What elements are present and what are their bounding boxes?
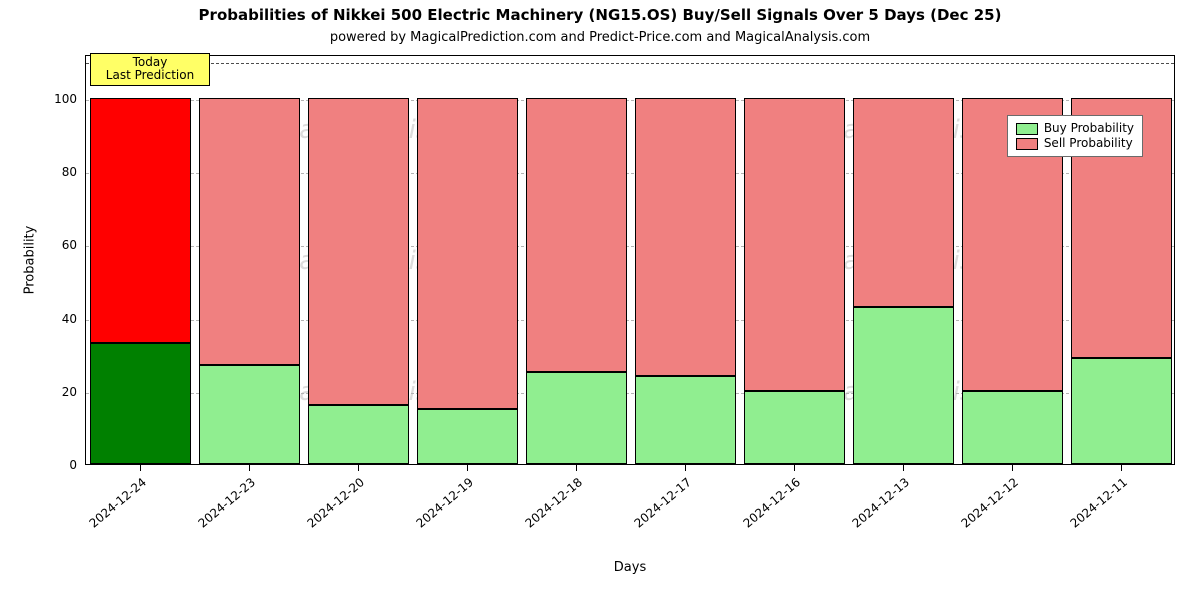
bar-segment-sell[interactable] bbox=[199, 98, 299, 365]
bar-segment-sell[interactable] bbox=[635, 98, 735, 376]
x-tick-label: 2024-12-13 bbox=[849, 475, 911, 531]
legend-swatch-sell bbox=[1016, 138, 1038, 150]
bar-segment-sell[interactable] bbox=[308, 98, 408, 406]
bar-group[interactable] bbox=[853, 56, 953, 464]
x-tick-mark bbox=[1012, 465, 1013, 471]
bar-group[interactable] bbox=[526, 56, 626, 464]
bar-group[interactable] bbox=[199, 56, 299, 464]
x-tick-label: 2024-12-12 bbox=[958, 475, 1020, 531]
x-tick-label: 2024-12-16 bbox=[740, 475, 802, 531]
annotation-line1: Today bbox=[133, 55, 168, 69]
x-tick-label: 2024-12-24 bbox=[86, 475, 148, 531]
bar-segment-buy[interactable] bbox=[199, 365, 299, 464]
y-tick-label: 40 bbox=[27, 312, 77, 326]
annotation-line2: Last Prediction bbox=[106, 68, 194, 82]
bar-segment-buy[interactable] bbox=[962, 391, 1062, 464]
x-tick-mark bbox=[358, 465, 359, 471]
x-tick-label: 2024-12-17 bbox=[631, 475, 693, 531]
bar-group[interactable] bbox=[744, 56, 844, 464]
legend-item-buy: Buy Probability bbox=[1016, 121, 1134, 136]
x-tick-label: 2024-12-19 bbox=[413, 475, 475, 531]
chart-container: Probabilities of Nikkei 500 Electric Mac… bbox=[0, 0, 1200, 600]
legend-item-sell: Sell Probability bbox=[1016, 136, 1134, 151]
bar-group[interactable] bbox=[417, 56, 517, 464]
x-tick-mark bbox=[576, 465, 577, 471]
bar-segment-buy[interactable] bbox=[1071, 358, 1171, 464]
legend-label: Sell Probability bbox=[1044, 136, 1133, 151]
bar-segment-buy[interactable] bbox=[417, 409, 517, 464]
x-tick-mark bbox=[249, 465, 250, 471]
x-tick-label: 2024-12-18 bbox=[522, 475, 584, 531]
y-axis-label: Probability bbox=[23, 226, 38, 295]
legend-label: Buy Probability bbox=[1044, 121, 1134, 136]
bar-group[interactable] bbox=[635, 56, 735, 464]
x-tick-mark bbox=[467, 465, 468, 471]
x-tick-mark bbox=[1121, 465, 1122, 471]
today-annotation: Today Last Prediction bbox=[90, 53, 210, 87]
y-tick-label: 0 bbox=[27, 458, 77, 472]
bar-group[interactable] bbox=[308, 56, 408, 464]
y-tick-label: 80 bbox=[27, 165, 77, 179]
bar-segment-buy[interactable] bbox=[853, 307, 953, 464]
bar-segment-sell[interactable] bbox=[744, 98, 844, 391]
bar-group[interactable] bbox=[90, 56, 190, 464]
bar-segment-buy[interactable] bbox=[526, 372, 626, 464]
x-axis-label: Days bbox=[614, 560, 646, 575]
x-tick-label: 2024-12-11 bbox=[1067, 475, 1129, 531]
bar-segment-buy[interactable] bbox=[90, 343, 190, 464]
plot-area: MagicalAnalysis.comMagicalAnalysis.comMa… bbox=[85, 55, 1175, 465]
bar-segment-buy[interactable] bbox=[744, 391, 844, 464]
y-tick-label: 100 bbox=[27, 92, 77, 106]
chart-subtitle: powered by MagicalPrediction.com and Pre… bbox=[0, 30, 1200, 45]
x-tick-mark bbox=[685, 465, 686, 471]
bar-segment-buy[interactable] bbox=[308, 405, 408, 464]
x-tick-label: 2024-12-23 bbox=[195, 475, 257, 531]
bar-segment-sell[interactable] bbox=[853, 98, 953, 307]
legend-swatch-buy bbox=[1016, 123, 1038, 135]
bar-segment-sell[interactable] bbox=[417, 98, 517, 409]
y-tick-label: 20 bbox=[27, 385, 77, 399]
bar-segment-buy[interactable] bbox=[635, 376, 735, 464]
bar-segment-sell[interactable] bbox=[526, 98, 626, 373]
x-tick-mark bbox=[794, 465, 795, 471]
chart-title: Probabilities of Nikkei 500 Electric Mac… bbox=[0, 6, 1200, 24]
x-tick-label: 2024-12-20 bbox=[304, 475, 366, 531]
x-tick-mark bbox=[140, 465, 141, 471]
x-tick-mark bbox=[903, 465, 904, 471]
bar-segment-sell[interactable] bbox=[90, 98, 190, 343]
legend: Buy Probability Sell Probability bbox=[1007, 115, 1143, 157]
